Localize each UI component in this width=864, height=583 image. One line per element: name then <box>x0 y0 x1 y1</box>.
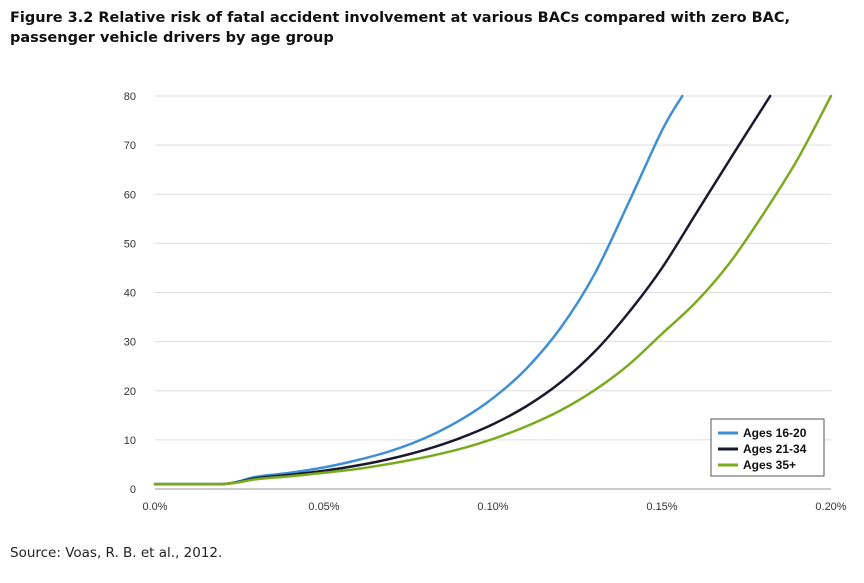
y-tick-label: 80 <box>124 91 136 103</box>
series-line-2 <box>153 94 833 486</box>
y-tick-label: 30 <box>124 337 136 349</box>
legend-label-1: Ages 21-34 <box>743 442 807 456</box>
chart-series-lines <box>153 94 833 486</box>
chart-legend: Ages 16-20 Ages 21-34 Ages 35+ <box>710 418 825 477</box>
y-tick-label: 70 <box>124 140 136 152</box>
y-tick-label: 40 <box>124 288 136 300</box>
x-tick-label: 0.15% <box>646 501 677 513</box>
y-tick-label: 60 <box>124 189 136 201</box>
x-tick-label: 0.0% <box>142 501 167 513</box>
y-tick-label: 50 <box>124 238 136 250</box>
series-line-0 <box>153 94 684 486</box>
legend-label-0: Ages 16-20 <box>743 426 807 440</box>
y-tick-label: 0 <box>130 484 136 496</box>
x-tick-label: 0.20% <box>815 501 846 513</box>
y-axis-ticks: 0 10 20 30 40 50 60 70 80 <box>124 91 136 496</box>
x-axis-ticks: 0.0% 0.05% 0.10% 0.15% 0.20% <box>142 501 846 513</box>
figure-title: Figure 3.2 Relative risk of fatal accide… <box>10 10 791 46</box>
x-tick-label: 0.10% <box>477 501 508 513</box>
y-tick-label: 20 <box>124 386 136 398</box>
x-tick-label: 0.05% <box>308 501 339 513</box>
y-tick-label: 10 <box>124 435 136 447</box>
series-line-1 <box>153 94 772 486</box>
figure-source: Source: Voas, R. B. et al., 2012. <box>10 545 223 561</box>
legend-label-2: Ages 35+ <box>743 458 796 472</box>
